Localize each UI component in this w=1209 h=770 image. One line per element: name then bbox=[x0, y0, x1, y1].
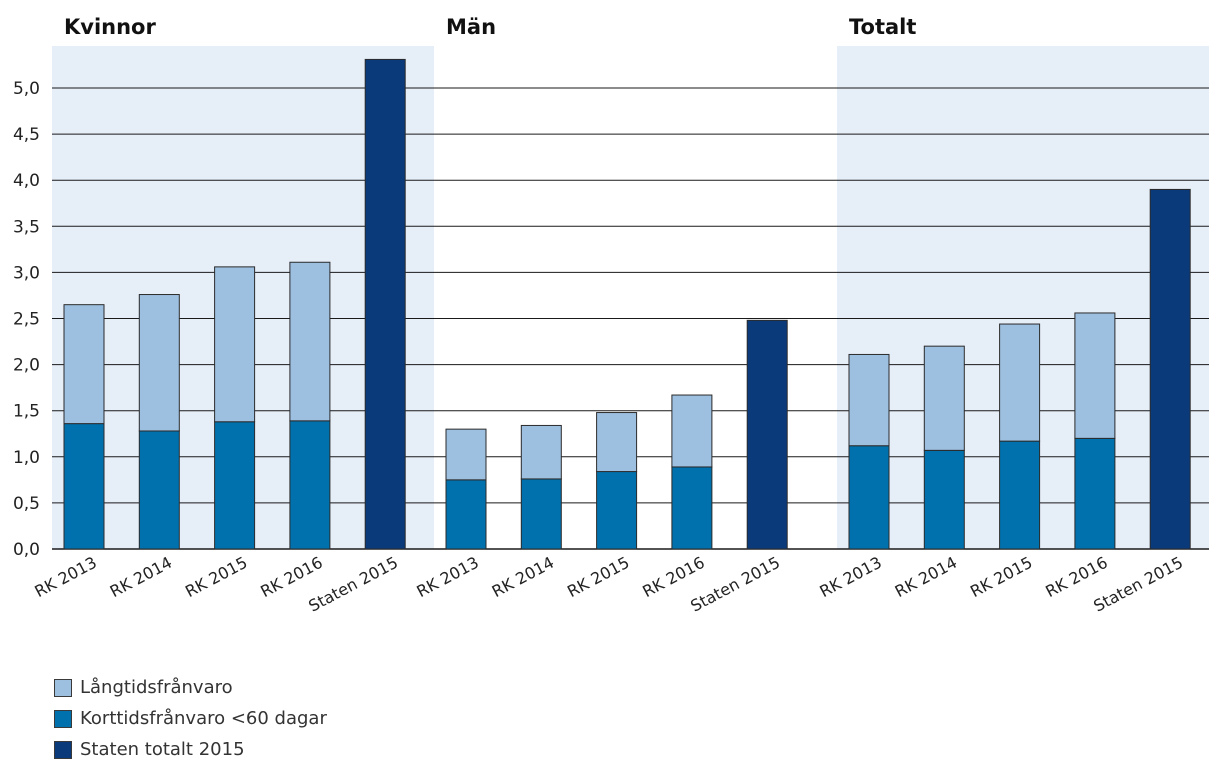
y-tick-label: 2,5 bbox=[13, 310, 40, 330]
x-tick-label: RK 2013 bbox=[31, 553, 99, 601]
bar-staten-totalt bbox=[364, 58, 406, 550]
x-tick-label: RK 2013 bbox=[413, 553, 481, 601]
x-tick-label: RK 2015 bbox=[967, 553, 1035, 601]
bar-korttid bbox=[596, 471, 638, 550]
legend-swatch-staten-totalt bbox=[54, 740, 72, 759]
y-tick-label: 1,5 bbox=[13, 402, 40, 422]
bar-korttid bbox=[63, 423, 105, 550]
bar-korttid bbox=[999, 440, 1041, 550]
y-tick-label: 0,5 bbox=[13, 494, 40, 514]
legend-item-staten-totalt: Staten totalt 2015 bbox=[54, 734, 327, 765]
legend-label-korttid: Korttidsfrånvaro <60 dagar bbox=[80, 708, 327, 729]
bar-korttid bbox=[848, 445, 890, 550]
bar-langtid bbox=[999, 323, 1041, 442]
legend: Långtidsfrånvaro Korttidsfrånvaro <60 da… bbox=[54, 672, 327, 765]
bar-langtid bbox=[63, 304, 105, 425]
bar-langtid bbox=[520, 424, 562, 480]
legend-swatch-korttid bbox=[54, 709, 72, 728]
x-tick-label: RK 2014 bbox=[489, 553, 557, 601]
bar-langtid bbox=[596, 412, 638, 473]
bar-langtid bbox=[1074, 312, 1116, 439]
legend-swatch-langtid bbox=[54, 678, 72, 697]
y-tick-label: 4,5 bbox=[13, 125, 40, 145]
group-title: Män bbox=[446, 15, 496, 39]
bar-staten-totalt bbox=[1149, 188, 1191, 550]
x-tick-label: RK 2014 bbox=[892, 553, 960, 601]
bar-langtid bbox=[214, 266, 256, 423]
bar-korttid bbox=[289, 420, 331, 550]
bar-korttid bbox=[1074, 437, 1116, 550]
bar-langtid bbox=[289, 261, 331, 422]
legend-item-korttid: Korttidsfrånvaro <60 dagar bbox=[54, 703, 327, 734]
y-tick-label: 1,0 bbox=[13, 448, 40, 468]
bar-langtid bbox=[445, 428, 487, 481]
x-tick-label: RK 2014 bbox=[107, 553, 175, 601]
bar-langtid bbox=[923, 345, 965, 451]
bar-korttid bbox=[445, 479, 487, 550]
bar-langtid bbox=[671, 394, 713, 468]
y-tick-label: 4,0 bbox=[13, 171, 40, 191]
y-tick-label: 3,0 bbox=[13, 263, 40, 283]
bar-langtid bbox=[848, 353, 890, 447]
group-title: Kvinnor bbox=[64, 15, 156, 39]
x-tick-label: RK 2015 bbox=[564, 553, 632, 601]
bar-korttid bbox=[214, 421, 256, 550]
group-title: Totalt bbox=[849, 15, 916, 39]
group-titles: Kvinnor Män Totalt bbox=[64, 15, 916, 39]
y-tick-label: 5,0 bbox=[13, 79, 40, 99]
legend-label-staten-totalt: Staten totalt 2015 bbox=[80, 739, 245, 760]
y-tick-label: 0,0 bbox=[13, 540, 40, 560]
y-tick-label: 2,0 bbox=[13, 356, 40, 376]
bar-korttid bbox=[520, 478, 562, 550]
legend-item-langtid: Långtidsfrånvaro bbox=[54, 672, 327, 703]
bar-korttid bbox=[923, 449, 965, 550]
bar-langtid bbox=[138, 294, 180, 432]
legend-label-langtid: Långtidsfrånvaro bbox=[80, 677, 233, 698]
bar-korttid bbox=[671, 466, 713, 550]
bar-korttid bbox=[138, 430, 180, 550]
x-tick-label: RK 2013 bbox=[816, 553, 884, 601]
x-tick-label: RK 2015 bbox=[182, 553, 250, 601]
y-axis-tick-labels: 0,0 0,5 1,0 1,5 2,0 2,5 3,0 3,5 4,0 4,5 5,0 bbox=[13, 79, 40, 560]
y-tick-label: 3,5 bbox=[13, 217, 40, 237]
bar-staten-totalt bbox=[746, 319, 788, 550]
bars bbox=[63, 58, 1191, 550]
